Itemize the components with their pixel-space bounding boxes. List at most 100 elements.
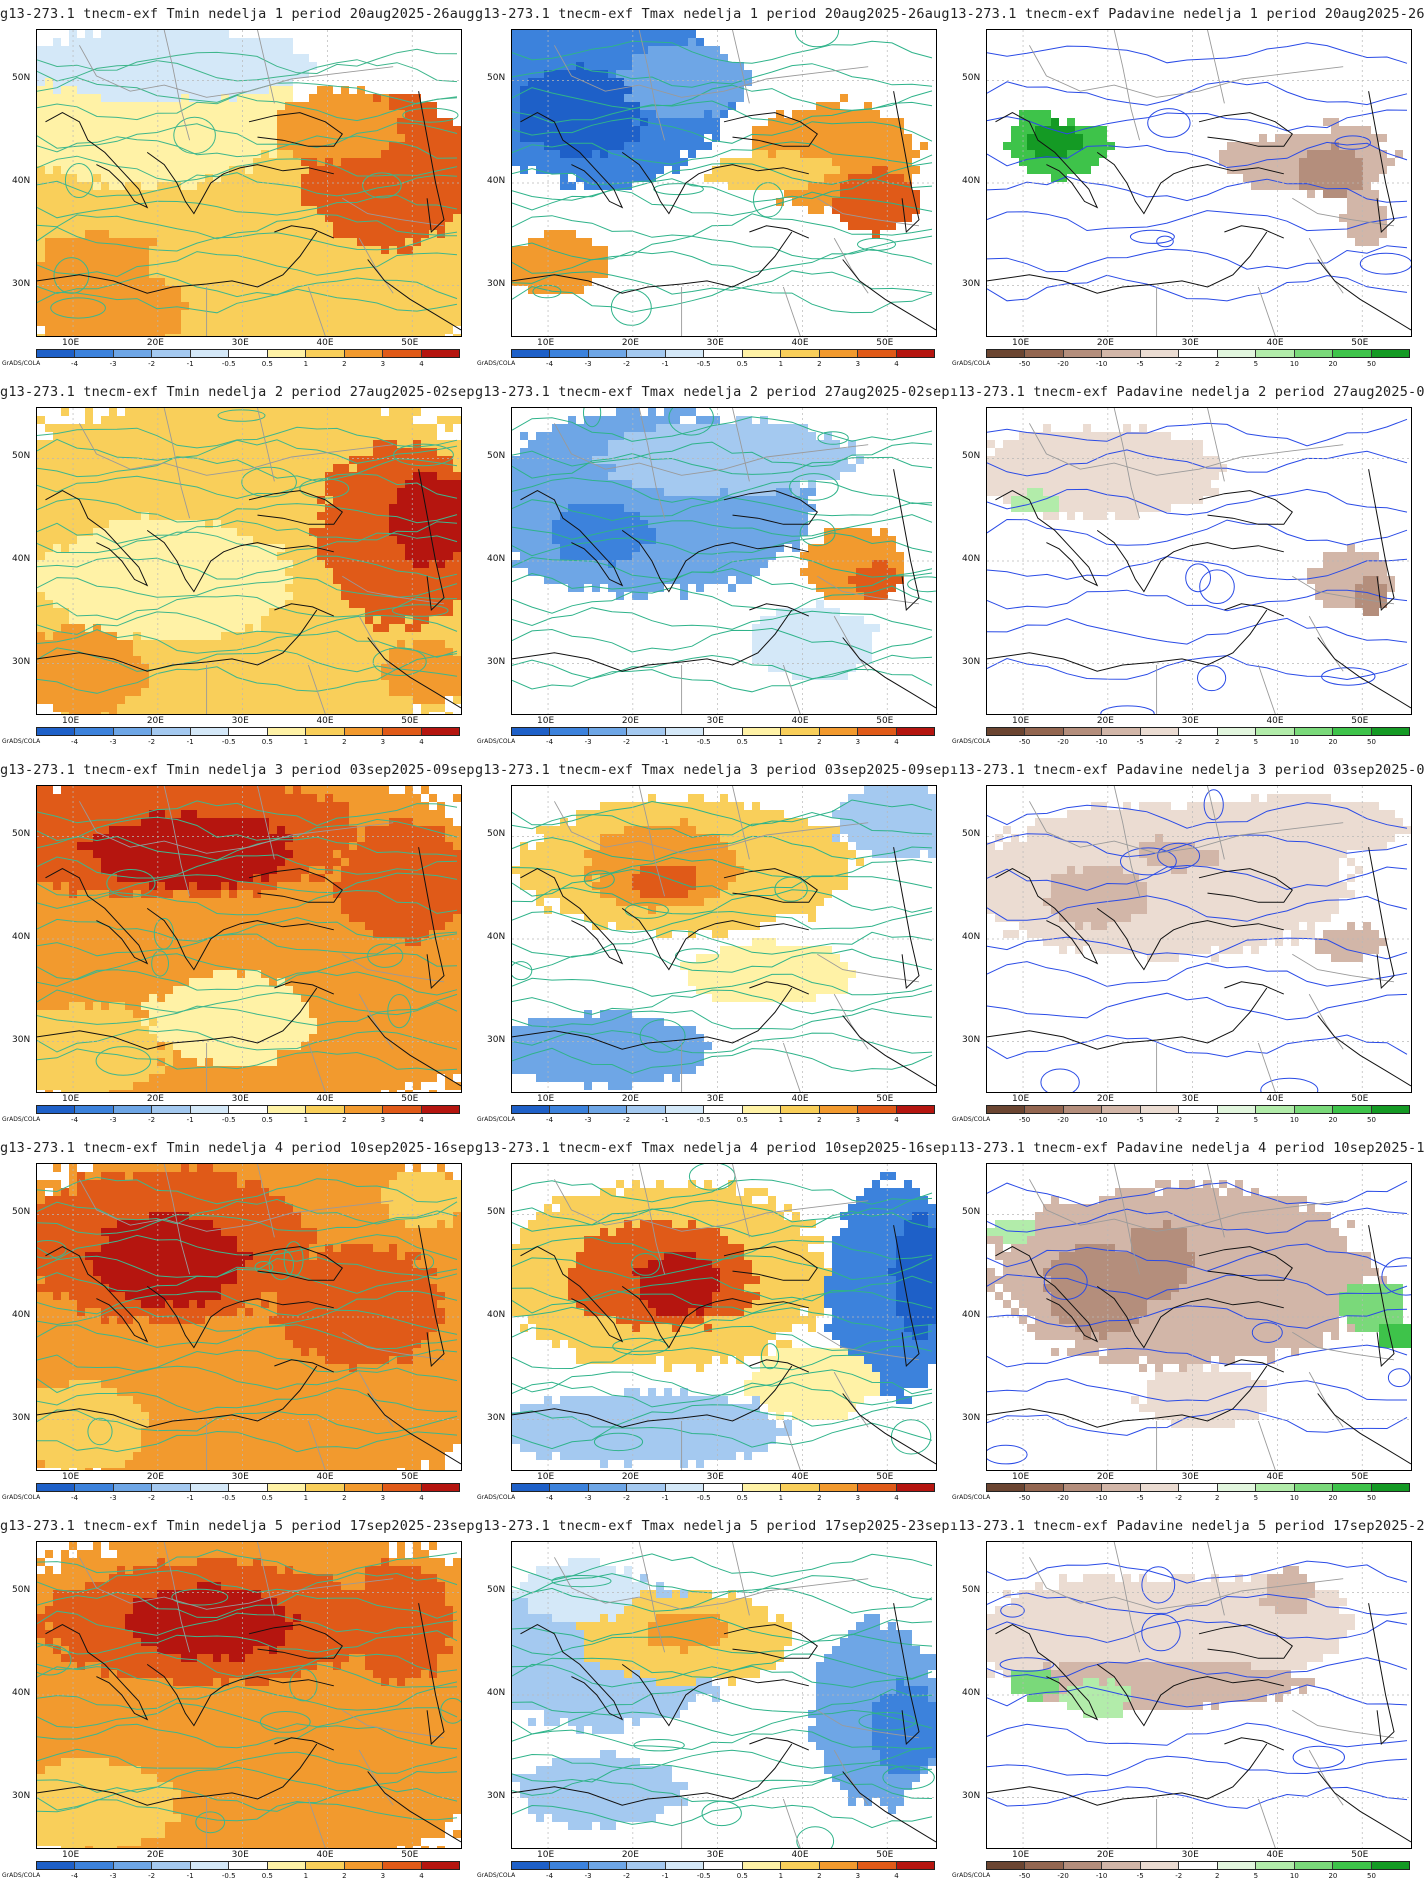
anomaly-cell <box>1291 166 1299 174</box>
anomaly-cell <box>840 166 848 174</box>
anomaly-cell <box>277 504 285 512</box>
anomaly-cell <box>293 190 301 198</box>
anomaly-cell <box>309 334 317 336</box>
anomaly-cell <box>429 440 437 448</box>
anomaly-cell <box>413 584 421 592</box>
anomaly-cell <box>568 262 576 270</box>
anomaly-cell <box>181 270 189 278</box>
anomaly-cell <box>133 190 141 198</box>
anomaly-cell <box>1299 134 1307 142</box>
anomaly-cell <box>229 600 237 608</box>
anomaly-cell <box>341 672 349 680</box>
anomaly-cell <box>149 166 157 174</box>
contour-ring <box>50 297 106 319</box>
anomaly-cell <box>512 246 520 254</box>
anomaly-cell <box>213 302 221 310</box>
anomaly-cell <box>333 640 341 648</box>
anomaly-cell <box>373 198 381 206</box>
anomaly-cell <box>413 270 421 278</box>
anomaly-cell <box>688 54 696 62</box>
anomaly-cell <box>365 616 373 624</box>
anomaly-cell <box>333 496 341 504</box>
contour-line <box>512 141 933 165</box>
anomaly-cell <box>453 302 461 310</box>
anomaly-cell <box>341 326 349 334</box>
anomaly-cell <box>101 294 109 302</box>
anomaly-cell <box>317 318 325 326</box>
anomaly-cell <box>181 544 189 552</box>
anomaly-cell <box>213 30 221 38</box>
anomaly-cell <box>205 94 213 102</box>
anomaly-cell <box>93 302 101 310</box>
anomaly-cell <box>413 302 421 310</box>
anomaly-cell <box>165 472 173 480</box>
anomaly-cell <box>560 78 568 86</box>
anomaly-cell <box>453 480 461 488</box>
anomaly-cell <box>285 254 293 262</box>
anomaly-cell <box>293 512 301 520</box>
anomaly-cell <box>608 78 616 86</box>
anomaly-cell <box>253 310 261 318</box>
anomaly-cell <box>712 70 720 78</box>
anomaly-cell <box>688 46 696 54</box>
anomaly-cell <box>373 472 381 480</box>
anomaly-cell <box>101 158 109 166</box>
anomaly-cell <box>45 480 53 488</box>
anomaly-cell <box>349 174 357 182</box>
anomaly-cell <box>696 142 704 150</box>
anomaly-cell <box>205 46 213 54</box>
anomaly-cell <box>173 568 181 576</box>
contour-line <box>987 141 1408 169</box>
anomaly-cell <box>584 262 592 270</box>
anomaly-cell <box>333 102 341 110</box>
anomaly-cell <box>389 648 397 656</box>
anomaly-cell <box>301 190 309 198</box>
anomaly-cell <box>197 440 205 448</box>
anomaly-cell <box>261 294 269 302</box>
anomaly-cell <box>413 118 421 126</box>
anomaly-cell <box>381 432 389 440</box>
anomaly-cell <box>205 608 213 616</box>
anomaly-cell <box>880 190 888 198</box>
anomaly-cell <box>181 238 189 246</box>
anomaly-cell <box>205 424 213 432</box>
anomaly-cell <box>301 656 309 664</box>
colorbar-swatch <box>1294 350 1334 357</box>
anomaly-cell <box>277 38 285 46</box>
anomaly-cell <box>125 62 133 70</box>
longitude-label: 20E <box>1096 338 1114 348</box>
anomaly-cell <box>648 150 656 158</box>
anomaly-cell <box>261 310 269 318</box>
anomaly-cell <box>792 110 800 118</box>
anomaly-cell <box>904 182 912 190</box>
anomaly-cell <box>117 608 125 616</box>
anomaly-cell <box>101 472 109 480</box>
anomaly-cell <box>584 86 592 94</box>
anomaly-cell <box>808 190 816 198</box>
anomaly-cell <box>600 86 608 94</box>
anomaly-cell <box>381 150 389 158</box>
anomaly-cell <box>205 632 213 640</box>
anomaly-cell <box>309 182 317 190</box>
anomaly-cell <box>349 616 357 624</box>
anomaly-cell <box>149 560 157 568</box>
contour-lines <box>987 42 1411 302</box>
anomaly-cell <box>165 214 173 222</box>
anomaly-cell <box>816 166 824 174</box>
anomaly-cell <box>864 206 872 214</box>
anomaly-cell <box>672 30 680 38</box>
anomaly-cell <box>568 110 576 118</box>
anomaly-cell <box>181 110 189 118</box>
anomaly-cell <box>309 576 317 584</box>
anomaly-cell <box>45 46 53 54</box>
anomaly-cell <box>365 270 373 278</box>
anomaly-cell <box>357 496 365 504</box>
anomaly-cell <box>245 302 253 310</box>
anomaly-cell <box>421 632 429 640</box>
anomaly-cell <box>325 488 333 496</box>
anomaly-cell <box>157 334 165 336</box>
anomaly-cell <box>373 126 381 134</box>
anomaly-cell <box>181 294 189 302</box>
anomaly-cell <box>381 326 389 334</box>
anomaly-cell <box>888 118 896 126</box>
